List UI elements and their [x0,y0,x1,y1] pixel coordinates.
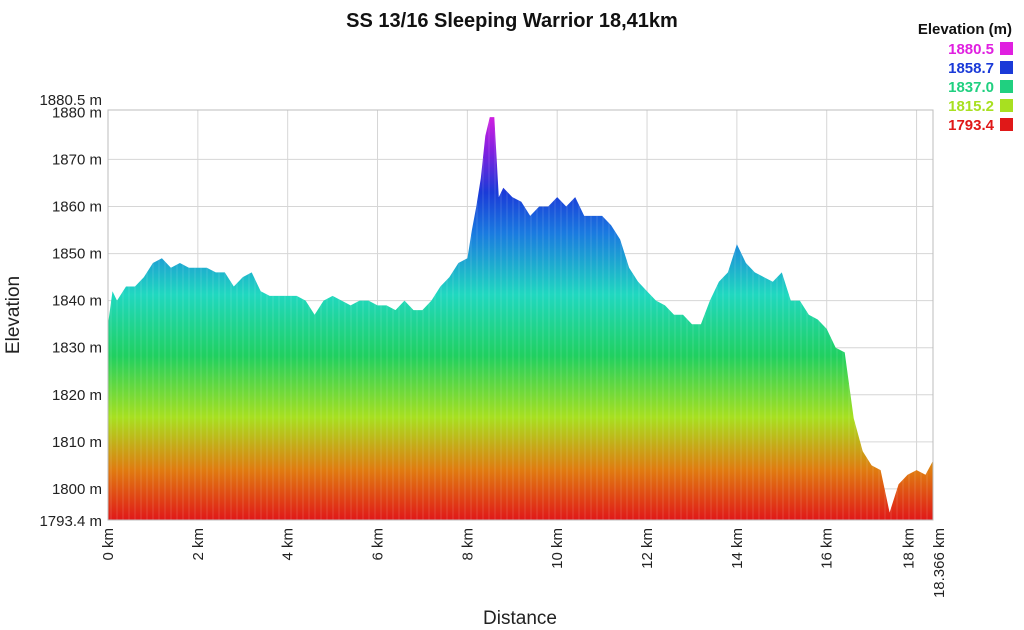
y-tick-label: 1860 m [52,198,102,215]
x-tick-label: 14 km [729,528,746,569]
chart-title: SS 13/16 Sleeping Warrior 18,41km [346,10,678,32]
legend-swatch [1000,61,1013,74]
y-tick-label: 1810 m [52,434,102,451]
legend-swatch [1000,118,1013,131]
elevation-area [108,117,933,520]
legend: Elevation (m) 1880.5 1858.7 1837.0 1815.2 17… [918,21,1013,134]
x-axis-title: Distance [483,608,557,629]
y-tick-label: 1840 m [52,293,102,310]
y-axis: 1793.4 m 1800 m 1810 m 1820 m 1830 m 1840 m 18… [39,92,102,530]
x-tick-label: 18.366 km [931,528,948,598]
y-tick-label: 1820 m [52,387,102,404]
legend-swatch [1000,80,1013,93]
elevation-stripes [110,120,928,520]
y-tick-label: 1880 m [52,104,102,121]
x-tick-label: 0 km [100,528,117,561]
plot-frame [107,109,934,521]
legend-entry-label: 1858.7 [948,60,994,77]
x-tick-label: 2 km [190,528,207,561]
y-tick-label: 1800 m [52,481,102,498]
y-tick-label: 1870 m [52,151,102,168]
legend-swatch [1000,99,1013,112]
x-tick-label: 6 km [370,528,387,561]
legend-swatch [1000,42,1013,55]
x-tick-label: 8 km [459,528,476,561]
y-tick-label: 1850 m [52,246,102,263]
x-tick-label: 10 km [549,528,566,569]
x-axis: 0 km 2 km 4 km 6 km 8 km 10 km 12 km 14 km 16 km… [100,528,948,598]
y-tick-label: 1793.4 m [39,513,102,530]
x-tick-label: 4 km [280,528,297,561]
x-tick-label: 16 km [819,528,836,569]
y-tick-label: 1830 m [52,340,102,357]
legend-entry-label: 1880.5 [948,41,994,58]
legend-title: Elevation (m) [918,21,1012,38]
x-tick-label: 18 km [901,528,918,569]
legend-entry-label: 1837.0 [948,79,994,96]
y-tick-label: 1880.5 m [39,92,102,109]
legend-entry-label: 1793.4 [948,117,995,134]
x-tick-label: 12 km [639,528,656,569]
legend-entry-label: 1815.2 [948,98,994,115]
y-axis-title: Elevation [3,276,24,354]
